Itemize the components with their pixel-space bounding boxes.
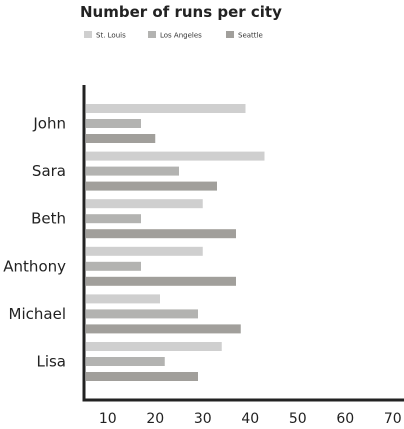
bar-sara-2 [86, 166, 179, 176]
bar-sara-3 [86, 181, 217, 191]
x-tick-label-70: 70 [384, 411, 402, 427]
x-tick-label-40: 40 [241, 411, 259, 427]
legend-label-2: Los Angeles [160, 32, 202, 40]
chart-title: Number of runs per city [80, 3, 282, 21]
x-tick-label-30: 30 [194, 411, 212, 427]
bar-michael-1 [86, 294, 160, 304]
bar-lisa-2 [86, 357, 165, 366]
x-tick-labels: 10 20 30 40 50 60 70 [99, 411, 402, 427]
bar-john-3 [86, 134, 156, 143]
bar-john-1 [86, 104, 246, 113]
legend-swatch-3 [226, 31, 234, 38]
category-label-beth: Beth [31, 210, 66, 228]
category-label-john: John [32, 115, 66, 133]
bar-anthony-3 [86, 276, 236, 286]
bar-beth-2 [86, 214, 141, 224]
x-tick-label-50: 50 [289, 411, 307, 427]
category-labels: John Sara Beth Anthony Michael Lisa [3, 115, 66, 371]
category-label-sara: Sara [32, 162, 66, 180]
bars-group [86, 104, 265, 381]
x-tick-label-10: 10 [99, 411, 117, 427]
bar-anthony-1 [86, 246, 203, 256]
legend-label-3: Seattle [238, 32, 263, 40]
bar-sara-1 [86, 151, 265, 161]
bar-michael-3 [86, 324, 241, 334]
category-label-michael: Michael [9, 305, 66, 323]
legend-label-1: St. Louis [96, 32, 126, 40]
bar-michael-2 [86, 309, 198, 319]
legend: St. Louis Los Angeles Seattle [84, 31, 263, 40]
axes [82, 85, 404, 402]
legend-swatch-2 [148, 31, 156, 38]
legend-swatch-1 [84, 31, 92, 38]
x-tick-label-60: 60 [336, 411, 354, 427]
x-tick-label-20: 20 [146, 411, 164, 427]
bar-lisa-3 [86, 372, 198, 381]
bar-beth-1 [86, 199, 203, 209]
category-label-anthony: Anthony [3, 257, 66, 275]
bar-john-2 [86, 119, 141, 128]
category-label-lisa: Lisa [36, 353, 66, 371]
bar-lisa-1 [86, 342, 222, 351]
bar-beth-3 [86, 229, 236, 239]
bar-anthony-2 [86, 261, 141, 271]
